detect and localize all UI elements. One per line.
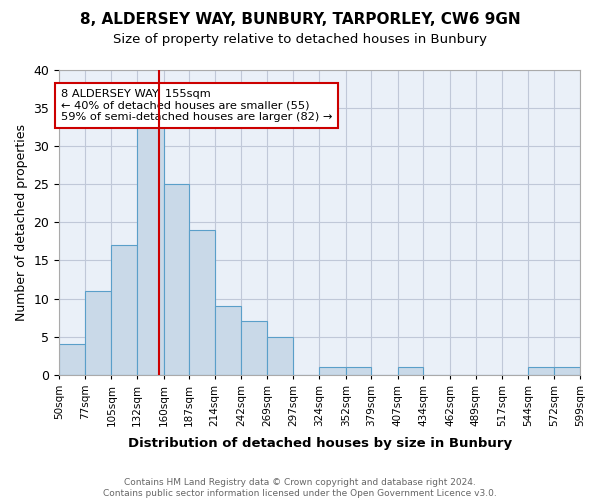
Bar	[319, 367, 346, 374]
Bar	[554, 367, 580, 374]
Text: 8 ALDERSEY WAY: 155sqm
← 40% of detached houses are smaller (55)
59% of semi-det: 8 ALDERSEY WAY: 155sqm ← 40% of detached…	[61, 89, 332, 122]
Bar	[137, 124, 164, 374]
Bar	[267, 336, 293, 374]
Bar	[398, 367, 424, 374]
Bar	[59, 344, 85, 374]
Bar	[346, 367, 371, 374]
Bar	[528, 367, 554, 374]
Text: 8, ALDERSEY WAY, BUNBURY, TARPORLEY, CW6 9GN: 8, ALDERSEY WAY, BUNBURY, TARPORLEY, CW6…	[80, 12, 520, 28]
Text: Contains HM Land Registry data © Crown copyright and database right 2024.
Contai: Contains HM Land Registry data © Crown c…	[103, 478, 497, 498]
Bar	[189, 230, 215, 374]
Y-axis label: Number of detached properties: Number of detached properties	[15, 124, 28, 321]
Bar	[215, 306, 241, 374]
Bar	[241, 322, 267, 374]
Text: Size of property relative to detached houses in Bunbury: Size of property relative to detached ho…	[113, 32, 487, 46]
Bar	[85, 291, 112, 374]
Bar	[164, 184, 189, 374]
Bar	[112, 245, 137, 374]
X-axis label: Distribution of detached houses by size in Bunbury: Distribution of detached houses by size …	[128, 437, 512, 450]
